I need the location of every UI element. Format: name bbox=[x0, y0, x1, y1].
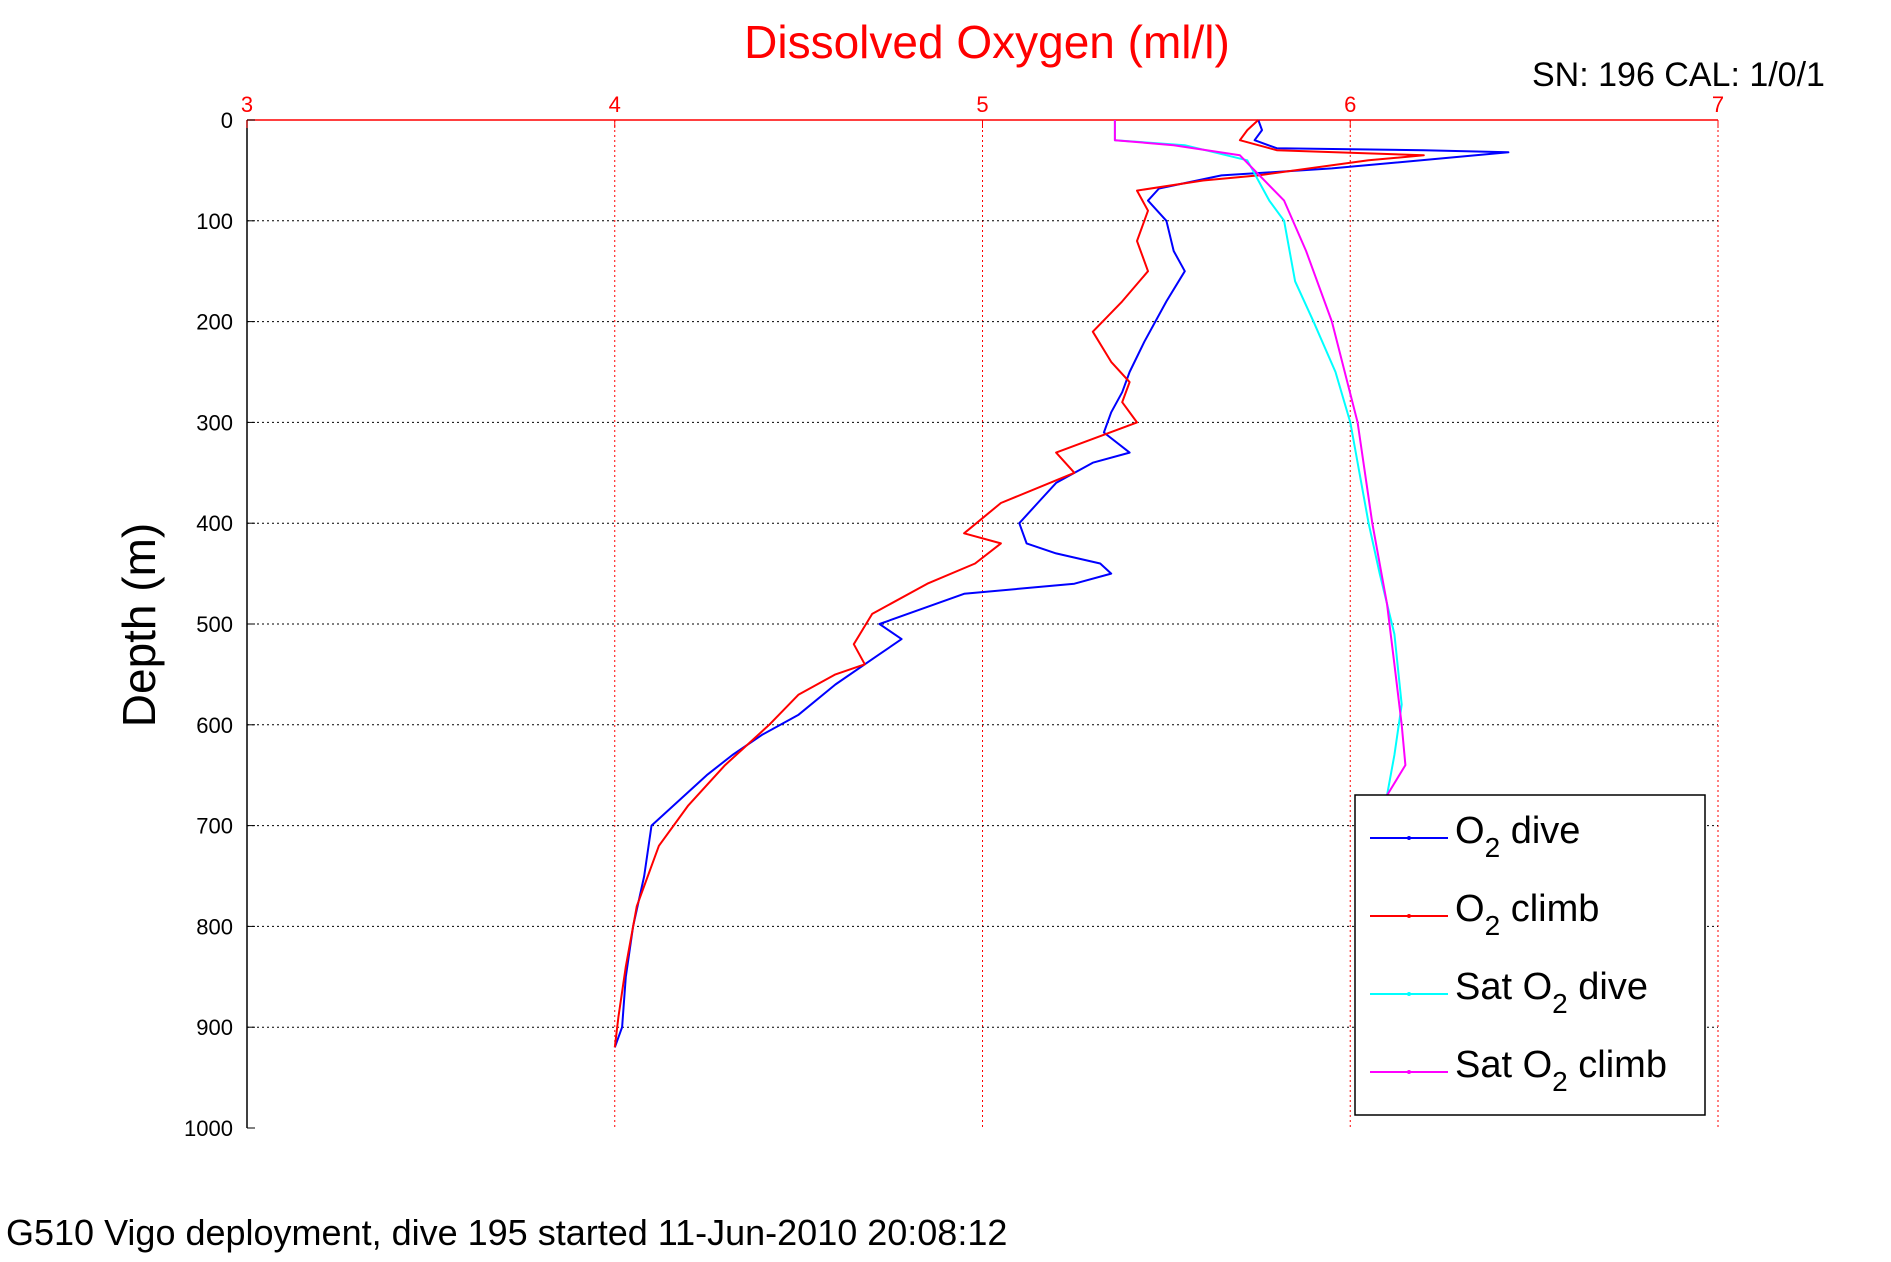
y-tick-label: 600 bbox=[196, 713, 233, 738]
legend-label-o2-dive: O2 dive bbox=[1455, 810, 1580, 863]
x-tick-label: 3 bbox=[241, 92, 253, 117]
chart-legend: O2 dive O2 climb Sat O2 dive Sat O2 climb bbox=[1354, 794, 1706, 1116]
tick-labels: 3 4 5 6 7 0 100 200 300 400 500 600 700 800 900 1000 bbox=[184, 92, 1724, 1141]
x-tick-label: 6 bbox=[1344, 92, 1356, 117]
y-tick-label: 700 bbox=[196, 814, 233, 839]
legend-marker-sat-o2-dive bbox=[1407, 992, 1411, 996]
y-tick-label: 200 bbox=[196, 310, 233, 335]
legend-marker-sat-o2-climb bbox=[1407, 1070, 1411, 1074]
serial-calibration-label: SN: 196 CAL: 1/0/1 bbox=[1532, 56, 1825, 94]
series-line-o2-dive bbox=[613, 119, 1510, 1048]
y-tick-label: 900 bbox=[196, 1015, 233, 1040]
series-line-sat-o2-dive bbox=[1113, 120, 1403, 796]
series-line-o2-climb bbox=[613, 119, 1425, 1048]
y-tick-label: 1000 bbox=[184, 1116, 233, 1141]
y-tick-label: 400 bbox=[196, 511, 233, 536]
data-series bbox=[613, 119, 1510, 1048]
legend-box bbox=[1354, 794, 1706, 1116]
legend-label-sat-o2-dive: Sat O2 dive bbox=[1455, 966, 1648, 1019]
legend-label-sat-o2-climb: Sat O2 climb bbox=[1455, 1044, 1667, 1097]
y-axis-label: Depth (m) bbox=[113, 523, 165, 727]
x-tick-label: 4 bbox=[609, 92, 621, 117]
x-tick-label: 5 bbox=[976, 92, 988, 117]
dive-caption: G510 Vigo deployment, dive 195 started 1… bbox=[6, 1212, 1007, 1253]
y-tick-label: 0 bbox=[221, 108, 233, 133]
x-tick-label: 7 bbox=[1712, 92, 1724, 117]
y-tick-label: 300 bbox=[196, 410, 233, 435]
series-line-sat-o2-climb bbox=[1113, 120, 1407, 796]
legend-label-o2-climb: O2 climb bbox=[1455, 888, 1599, 941]
chart-title: Dissolved Oxygen (ml/l) bbox=[744, 16, 1230, 68]
y-tick-label: 800 bbox=[196, 914, 233, 939]
y-tick-label: 500 bbox=[196, 612, 233, 637]
legend-marker-o2-dive bbox=[1407, 836, 1411, 840]
plot-axes bbox=[246, 119, 1719, 1129]
y-tick-label: 100 bbox=[196, 209, 233, 234]
legend-marker-o2-climb bbox=[1407, 914, 1411, 918]
